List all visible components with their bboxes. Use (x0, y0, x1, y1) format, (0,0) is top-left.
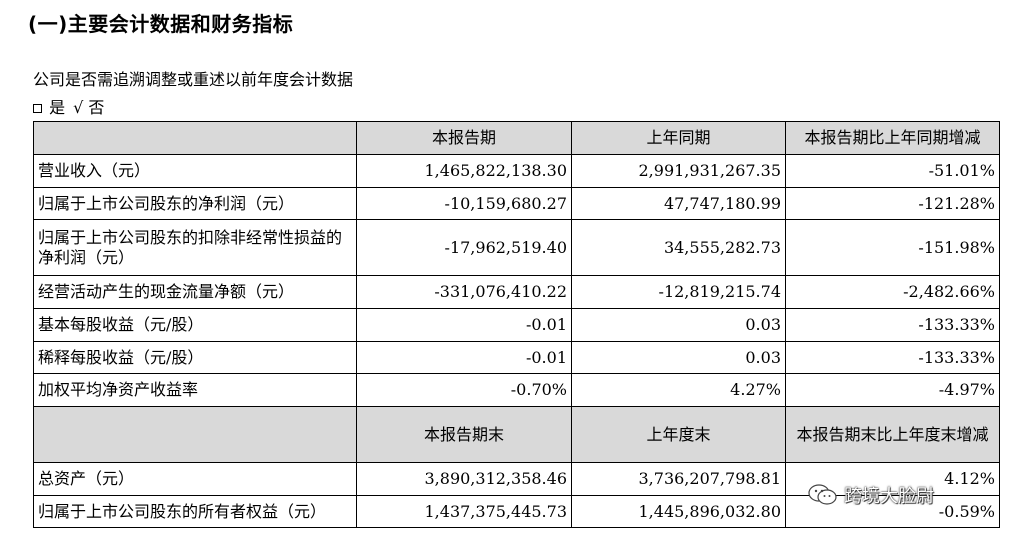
empty-checkbox-icon (33, 104, 42, 113)
table-row: 归属于上市公司股东的所有者权益（元） 1,437,375,445.73 1,44… (33, 495, 1000, 528)
header-cell: 本报告期末比上年度末增减 (785, 406, 1000, 463)
prior-period-value: 2,991,931,267.35 (571, 154, 786, 188)
header-row-period: 本报告期 上年同期 本报告期比上年同期增减 (33, 121, 1000, 155)
financial-indicators-table: 本报告期 上年同期 本报告期比上年同期增减 营业收入（元） 1,465,822,… (33, 121, 1000, 528)
option-no-label: 否 (88, 98, 105, 117)
prior-period-value: 0.03 (571, 308, 786, 342)
change-value: -0.59% (785, 495, 1000, 528)
table-row: 基本每股收益（元/股） -0.01 0.03 -133.33% (33, 308, 1000, 342)
row-label: 营业收入（元） (33, 154, 357, 188)
option-yes-label: 是 (49, 98, 66, 117)
change-value: -121.28% (785, 187, 1000, 220)
header-cell: 本报告期末 (356, 406, 572, 463)
prior-period-value: 34,555,282.73 (571, 219, 786, 276)
prior-period-value: -12,819,215.74 (571, 275, 786, 309)
current-period-value: 1,465,822,138.30 (356, 154, 572, 188)
current-period-value: -10,159,680.27 (356, 187, 572, 220)
current-period-value: -0.70% (356, 373, 572, 407)
table-row: 稀释每股收益（元/股） -0.01 0.03 -133.33% (33, 341, 1000, 374)
row-label: 归属于上市公司股东的所有者权益（元） (33, 495, 357, 528)
row-label: 经营活动产生的现金流量净额（元） (33, 275, 357, 309)
header-cell (33, 406, 357, 463)
restatement-question: 公司是否需追溯调整或重述以前年度会计数据 (33, 70, 354, 89)
change-value: -151.98% (785, 219, 1000, 276)
current-period-value: -0.01 (356, 308, 572, 342)
row-label: 基本每股收益（元/股） (33, 308, 357, 342)
header-cell: 上年同期 (571, 121, 786, 155)
change-value: -2,482.66% (785, 275, 1000, 309)
table-row: 总资产（元） 3,890,312,358.46 3,736,207,798.81… (33, 462, 1000, 496)
header-cell: 本报告期 (356, 121, 572, 155)
table-row: 归属于上市公司股东的净利润（元） -10,159,680.27 47,747,1… (33, 187, 1000, 220)
period-end-value: 1,437,375,445.73 (356, 495, 572, 528)
option-yes: 是 (33, 94, 65, 118)
prior-period-value: 47,747,180.99 (571, 187, 786, 220)
change-value: -51.01% (785, 154, 1000, 188)
prior-year-end-value: 1,445,896,032.80 (571, 495, 786, 528)
row-label: 加权平均净资产收益率 (33, 373, 357, 407)
option-no: √ 否 (73, 94, 104, 118)
header-cell (33, 121, 357, 155)
table-row: 归属于上市公司股东的扣除非经常性损益的净利润（元） -17,962,519.40… (33, 219, 1000, 276)
row-label: 归属于上市公司股东的扣除非经常性损益的净利润（元） (33, 219, 357, 276)
prior-period-value: 4.27% (571, 373, 786, 407)
table-row: 加权平均净资产收益率 -0.70% 4.27% -4.97% (33, 373, 1000, 407)
prior-period-value: 0.03 (571, 341, 786, 374)
prior-year-end-value: 3,736,207,798.81 (571, 462, 786, 496)
header-cell: 本报告期比上年同期增减 (785, 121, 1000, 155)
header-row-period-end: 本报告期末 上年度末 本报告期末比上年度末增减 (33, 406, 1000, 463)
header-cell: 上年度末 (571, 406, 786, 463)
check-mark-icon: √ (73, 98, 84, 117)
section-heading: (一)主要会计数据和财务指标 (28, 12, 294, 36)
row-label: 稀释每股收益（元/股） (33, 341, 357, 374)
period-end-value: 3,890,312,358.46 (356, 462, 572, 496)
row-label: 归属于上市公司股东的净利润（元） (33, 187, 357, 220)
change-value: -4.97% (785, 373, 1000, 407)
change-value: 4.12% (785, 462, 1000, 496)
row-label: 总资产（元） (33, 462, 357, 496)
current-period-value: -331,076,410.22 (356, 275, 572, 309)
change-value: -133.33% (785, 308, 1000, 342)
change-value: -133.33% (785, 341, 1000, 374)
current-period-value: -17,962,519.40 (356, 219, 572, 276)
table-row: 经营活动产生的现金流量净额（元） -331,076,410.22 -12,819… (33, 275, 1000, 309)
current-period-value: -0.01 (356, 341, 572, 374)
restatement-options: 是 √ 否 (33, 94, 104, 118)
table-row: 营业收入（元） 1,465,822,138.30 2,991,931,267.3… (33, 154, 1000, 188)
